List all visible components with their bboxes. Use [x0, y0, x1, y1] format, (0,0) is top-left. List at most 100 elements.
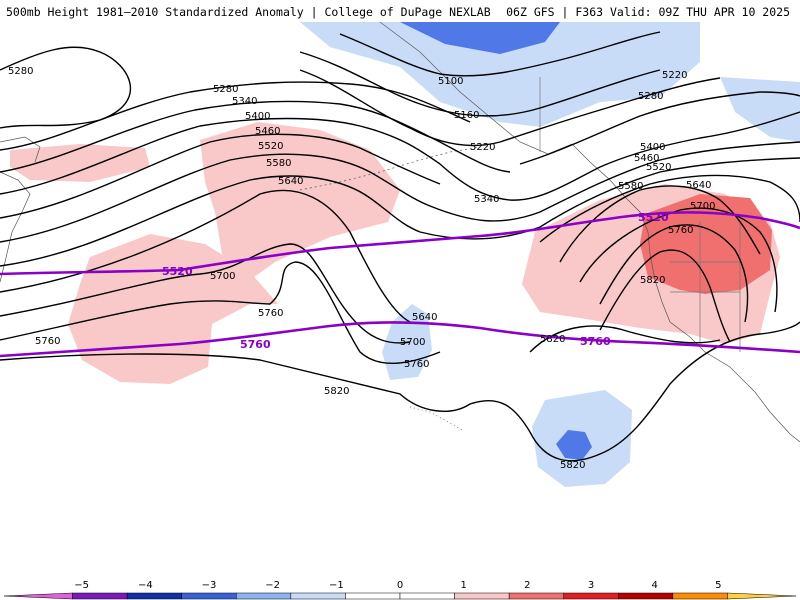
contour-5340-alaska [439, 111, 800, 201]
label-5520-east: 5520 [646, 162, 671, 173]
label-5820-central: 5820 [324, 386, 349, 397]
colorbar-segment [563, 592, 619, 600]
colorbar-segment [290, 592, 346, 600]
label-5700-east: 5700 [690, 201, 715, 212]
highlighted-labels: 5520 5760 5520 5760 [162, 211, 669, 351]
colorbar-segment [672, 592, 728, 600]
contour-5340-west [0, 100, 511, 173]
contour-5700-east [599, 224, 749, 323]
label-5340-west: 5340 [232, 96, 257, 107]
label-5820-east: 5820 [640, 275, 665, 286]
colorbar-tick-label: 0 [397, 580, 403, 591]
colorbar-segment [508, 592, 564, 600]
colorbar-tick-label: 2 [524, 580, 530, 591]
contour-5280-north [0, 46, 132, 129]
coastlines [0, 22, 800, 443]
highlight-label-5520-west: 5520 [162, 265, 193, 278]
contour-5820-main [0, 321, 800, 462]
positive-anomaly-central-ridge [200, 122, 400, 280]
contour-5640-west [0, 189, 411, 323]
label-5400-east: 5400 [640, 142, 665, 153]
colorbar-segment [399, 592, 455, 600]
highlight-contour-5520 [0, 211, 800, 276]
label-5520-west: 5520 [258, 141, 283, 152]
contour-5460-east [419, 157, 800, 240]
contour-5220-alaska [299, 69, 721, 147]
colorbar-segment [345, 592, 401, 600]
label-5640-west: 5640 [278, 176, 303, 187]
strong-positive-anomaly-east [640, 194, 772, 294]
map-panel: 5280 5280 5340 5400 5460 5520 5580 5640 … [0, 22, 800, 580]
contour-5820-east [529, 325, 721, 353]
asia-coastline [0, 171, 31, 283]
label-5280-east: 5280 [638, 91, 663, 102]
label-5760-central: 5760 [404, 359, 429, 370]
model-run-info: 06Z GFS | F363 Valid: 09Z THU APR 10 202… [506, 5, 790, 19]
map-title: 500mb Height 1981–2010 Standardized Anom… [6, 5, 491, 19]
label-5760-east: 5760 [668, 225, 693, 236]
colorbar-tick-label: 5 [715, 580, 721, 591]
label-5820-south: 5820 [560, 460, 585, 471]
label-5760-west: 5760 [258, 308, 283, 319]
colorbar-tick-label: 1 [460, 580, 466, 591]
colorbar-segment [72, 592, 128, 600]
contour-5400-east [429, 141, 800, 222]
label-5340-alaska: 5340 [474, 194, 499, 205]
label-5700-west: 5700 [210, 271, 235, 282]
contour-5400-west [0, 117, 441, 195]
label-5700-central: 5700 [400, 337, 425, 348]
label-5760-far-west: 5760 [35, 336, 60, 347]
colorbar-segment [618, 592, 674, 600]
bc-coastline [624, 196, 706, 353]
strong-negative-anomaly-north [400, 22, 560, 54]
contour-labels: 5280 5280 5340 5400 5460 5520 5580 5640 … [8, 66, 715, 471]
colorbar-tick-label: −3 [202, 580, 217, 591]
title-bar: 500mb Height 1981–2010 Standardized Anom… [0, 0, 800, 22]
colorbar: −5 −4 −3 −2 −1 0 1 2 3 4 5 [3, 580, 797, 600]
anomaly-shading [10, 22, 800, 487]
label-5580-east: 5580 [618, 181, 643, 192]
label-5280-west: 5280 [213, 84, 238, 95]
colorbar-tick-label: 3 [588, 580, 594, 591]
colorbar-segment [454, 592, 510, 600]
colorbar-tick-label: −4 [138, 580, 153, 591]
highlighted-contours [0, 211, 800, 358]
label-5460-west: 5460 [255, 126, 280, 137]
highlight-contour-5760 [0, 321, 800, 358]
highlight-label-5760-west: 5760 [240, 338, 271, 351]
alaska-coastline [379, 22, 626, 198]
highlight-label-5520-east: 5520 [638, 211, 669, 224]
colorbar-tick-label: −5 [74, 580, 89, 591]
contour-5520-east [539, 174, 800, 243]
colorbar-segment [126, 592, 182, 600]
colorbar-segment [727, 592, 797, 600]
colorbar-tick-label: −2 [265, 580, 280, 591]
colorbar-segment [236, 592, 292, 600]
contour-5700-west [0, 243, 411, 344]
label-5460-east: 5460 [634, 153, 659, 164]
highlight-label-5760-east: 5760 [580, 335, 611, 348]
label-5400-west: 5400 [245, 111, 270, 122]
contour-5280-west [0, 81, 471, 151]
label-5100: 5100 [438, 76, 463, 87]
label-5160: 5160 [454, 110, 479, 121]
colorbar-tick-label: 4 [651, 580, 657, 591]
contour-5280-east [519, 91, 800, 165]
kamchatka-coastline [0, 136, 41, 163]
height-contours [0, 31, 800, 462]
positive-anomaly-far-west [10, 144, 150, 182]
contour-5460-west [0, 133, 441, 219]
contour-5640-east [579, 207, 778, 313]
contour-5160 [299, 51, 661, 117]
strong-negative-anomaly-south [556, 430, 592, 460]
contour-5760-west [0, 261, 441, 364]
contour-5580-west [0, 175, 421, 267]
us-state-lines [670, 222, 741, 352]
contour-5520-west [0, 153, 431, 243]
label-5220-alaska: 5220 [470, 142, 495, 153]
label-5280-nw: 5280 [8, 66, 33, 77]
colorbar-segments [3, 592, 797, 600]
colorbar-ticks: −5 −4 −3 −2 −1 0 1 2 3 4 5 [74, 580, 721, 591]
label-5580-west: 5580 [266, 158, 291, 169]
label-5220-east: 5220 [662, 70, 687, 81]
